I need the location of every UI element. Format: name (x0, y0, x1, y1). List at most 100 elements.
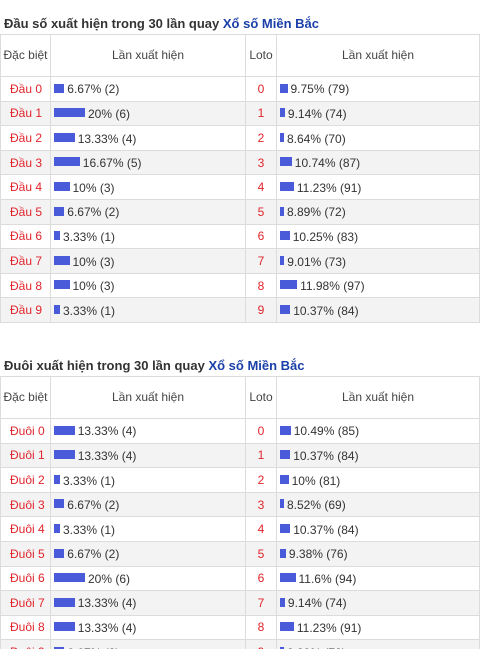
loto-frequency-cell: 11.6% (94) (276, 565, 480, 592)
loto-frequency-cell: 11.23% (91) (276, 174, 480, 200)
special-frequency-bar (54, 450, 75, 460)
header-special: Đặc biệt (0, 34, 51, 77)
loto-frequency-value: 10.25% (83) (292, 229, 359, 244)
loto-frequency-bar (280, 108, 285, 118)
header-loto: Loto (245, 34, 277, 77)
special-frequency-bar (54, 157, 80, 167)
loto-frequency-value: 11.23% (91) (296, 620, 362, 635)
duoi-table-header: Đặc biệt Lần xuất hiện Loto Lần xuất hiệ… (0, 375, 480, 419)
table-row: Đuôi 5 6.67% (2) 5 9.38% (76) (0, 540, 480, 567)
table-row: Đầu 4 10% (3) 4 11.23% (91) (0, 174, 480, 200)
loto-frequency-bar (280, 622, 294, 632)
special-frequency-bar (54, 524, 60, 534)
row-label: Đuôi 1 (0, 442, 51, 469)
dau-section-title: Đầu số xuất hiện trong 30 lần quay Xổ số… (0, 0, 480, 34)
special-frequency-bar (54, 255, 70, 265)
special-frequency-value: 3.33% (1) (63, 229, 116, 244)
table-row: Đuôi 9 6.67% (2) 9 8.89% (72) (0, 639, 480, 649)
special-frequency-bar (54, 206, 65, 216)
special-frequency-bar (54, 474, 60, 484)
loto-frequency-value: 10.49% (85) (293, 424, 360, 439)
special-frequency-value: 3.33% (1) (63, 522, 116, 537)
special-frequency-value: 6.67% (2) (67, 547, 120, 562)
loto-frequency-bar (280, 182, 294, 192)
table-row: Đuôi 3 6.67% (2) 3 8.52% (69) (0, 491, 480, 518)
special-frequency-value: 3.33% (1) (63, 473, 116, 488)
special-frequency-value: 10% (3) (72, 278, 115, 293)
loto-digit: 4 (245, 516, 277, 542)
loto-frequency-value: 8.89% (72) (287, 645, 346, 649)
row-label: Đuôi 0 (0, 417, 51, 444)
loto-frequency-cell: 10.37% (84) (276, 516, 480, 542)
loto-frequency-cell: 11.23% (91) (276, 614, 480, 641)
row-label: Đầu 9 (0, 297, 51, 323)
special-frequency-cell: 13.33% (4) (50, 614, 246, 641)
special-frequency-cell: 20% (6) (50, 565, 246, 592)
special-frequency-bar (54, 132, 75, 142)
special-frequency-cell: 10% (3) (50, 248, 246, 274)
loto-frequency-bar (280, 450, 291, 460)
special-frequency-value: 6.67% (2) (67, 82, 120, 97)
loto-frequency-cell: 9.14% (74) (276, 100, 480, 127)
table-row: Đầu 9 3.33% (1) 9 10.37% (84) (0, 297, 480, 323)
loto-digit: 5 (245, 540, 277, 567)
loto-digit: 0 (245, 76, 277, 102)
special-frequency-value: 13.33% (4) (77, 424, 137, 439)
header-special: Đặc biệt (0, 375, 51, 419)
special-frequency-value: 13.33% (4) (77, 620, 137, 635)
special-frequency-bar (54, 573, 85, 583)
row-label: Đuôi 8 (0, 614, 51, 641)
table-row: Đầu 7 10% (3) 7 9.01% (73) (0, 248, 480, 274)
loto-digit: 2 (245, 125, 277, 151)
loto-frequency-cell: 8.89% (72) (276, 639, 480, 649)
row-label: Đuôi 2 (0, 467, 51, 493)
header-loto: Loto (245, 375, 277, 419)
loto-frequency-bar (280, 425, 291, 435)
loto-frequency-cell: 10.37% (84) (276, 297, 480, 323)
duoi-title-link[interactable]: Xổ số Miền Bắc (208, 357, 305, 373)
special-frequency-value: 10% (3) (72, 254, 115, 269)
loto-digit: 6 (245, 565, 277, 592)
special-frequency-value: 10% (3) (72, 180, 115, 195)
table-row: Đầu 1 20% (6) 1 9.14% (74) (0, 100, 480, 127)
loto-digit: 2 (245, 467, 277, 493)
row-label: Đầu 4 (0, 174, 51, 200)
loto-frequency-value: 8.52% (69) (287, 497, 346, 512)
duoi-section-title: Đuôi xuất hiện trong 30 lần quay Xổ số M… (0, 342, 480, 376)
loto-digit: 7 (245, 248, 277, 274)
special-frequency-cell: 3.33% (1) (50, 516, 246, 542)
loto-frequency-bar (280, 499, 284, 509)
table-row: Đuôi 1 13.33% (4) 1 10.37% (84) (0, 442, 480, 469)
loto-frequency-cell: 10.25% (83) (276, 223, 480, 250)
special-frequency-bar (54, 646, 65, 649)
loto-frequency-cell: 9.01% (73) (276, 248, 480, 274)
dau-title-link[interactable]: Xổ số Miền Bắc (222, 16, 319, 31)
special-frequency-value: 16.67% (5) (82, 155, 142, 170)
header-occurrences: Lần xuất hiện (50, 34, 246, 77)
loto-frequency-value: 9.38% (76) (288, 547, 348, 562)
loto-frequency-value: 10.74% (87) (294, 155, 361, 170)
loto-frequency-cell: 10.37% (84) (276, 442, 480, 469)
table-row: Đầu 0 6.67% (2) 0 9.75% (79) (0, 76, 480, 102)
loto-frequency-cell: 9.38% (76) (276, 540, 480, 567)
loto-digit: 9 (245, 297, 277, 323)
loto-digit: 8 (245, 614, 277, 641)
loto-frequency-value: 9.14% (74) (287, 596, 347, 611)
special-frequency-value: 20% (6) (88, 106, 131, 121)
duoi-table: Đặc biệt Lần xuất hiện Loto Lần xuất hiệ… (0, 375, 480, 649)
loto-digit: 1 (245, 100, 277, 127)
special-frequency-value: 13.33% (4) (77, 596, 137, 611)
row-label: Đầu 3 (0, 149, 51, 176)
dau-section: Đầu số xuất hiện trong 30 lần quay Xổ số… (0, 0, 480, 323)
table-row: Đuôi 0 13.33% (4) 0 10.49% (85) (0, 417, 480, 444)
dau-table-header: Đặc biệt Lần xuất hiện Loto Lần xuất hiệ… (0, 34, 480, 77)
table-row: Đuôi 4 3.33% (1) 4 10.37% (84) (0, 516, 480, 542)
table-row: Đầu 3 16.67% (5) 3 10.74% (87) (0, 149, 480, 176)
special-frequency-value: 6.67% (2) (67, 205, 120, 220)
header-loto-occurrences: Lần xuất hiện (276, 34, 480, 77)
loto-digit: 7 (245, 590, 277, 616)
dau-table-body: Đầu 0 6.67% (2) 0 9.75% (79) Đầu 1 20% (6) 1 9.… (0, 76, 480, 323)
loto-digit: 1 (245, 442, 277, 469)
special-frequency-cell: 10% (3) (50, 174, 246, 200)
loto-frequency-bar (280, 231, 290, 241)
